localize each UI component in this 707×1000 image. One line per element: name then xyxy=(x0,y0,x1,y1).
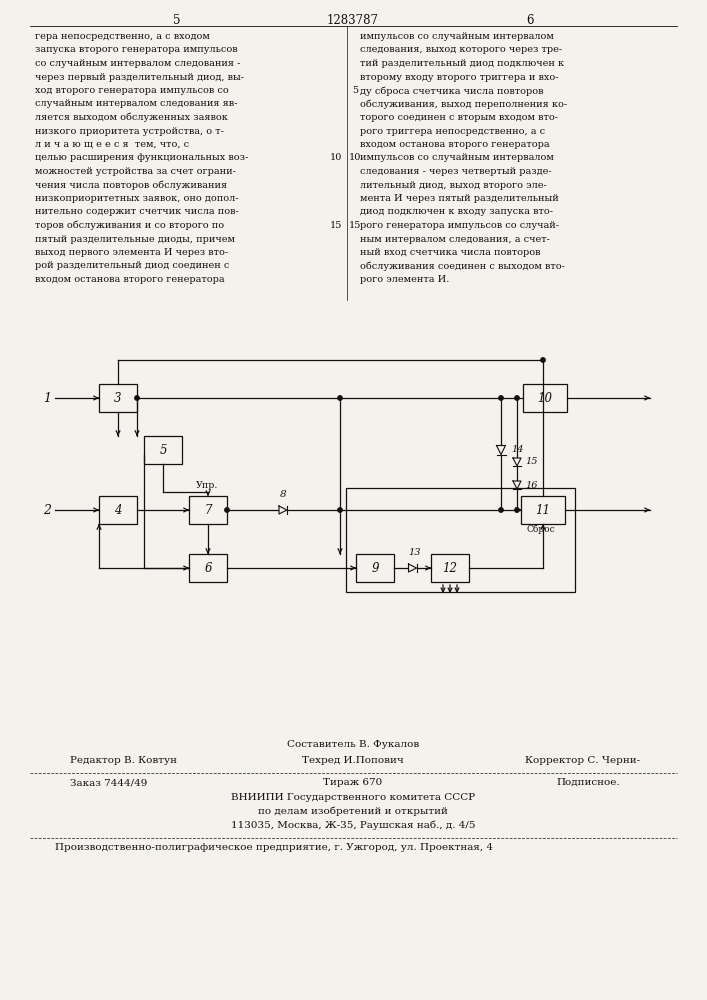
Text: 3: 3 xyxy=(115,391,122,404)
Bar xyxy=(521,496,565,524)
Circle shape xyxy=(515,508,519,512)
Text: 6: 6 xyxy=(204,562,212,574)
Circle shape xyxy=(515,396,519,400)
Text: торов обслуживания и со второго по: торов обслуживания и со второго по xyxy=(35,221,224,231)
Bar xyxy=(356,554,394,582)
Text: 10: 10 xyxy=(329,153,342,162)
Text: 15: 15 xyxy=(349,221,361,230)
Text: 4: 4 xyxy=(115,504,122,516)
Text: через первый разделительный диод, вы-: через первый разделительный диод, вы- xyxy=(35,73,244,82)
Text: 12: 12 xyxy=(443,562,457,574)
Text: пятый разделительные диоды, причем: пятый разделительные диоды, причем xyxy=(35,234,235,243)
Text: со случайным интервалом следования -: со случайным интервалом следования - xyxy=(35,59,240,68)
Bar xyxy=(189,496,227,524)
Text: тий разделительный диод подключен к: тий разделительный диод подключен к xyxy=(360,59,564,68)
Text: Корректор С. Черни-: Корректор С. Черни- xyxy=(525,756,640,765)
Circle shape xyxy=(499,396,503,400)
Text: 14: 14 xyxy=(511,446,523,454)
Text: Составитель В. Фукалов: Составитель В. Фукалов xyxy=(287,740,419,749)
Text: ным интервалом следования, а счет-: ным интервалом следования, а счет- xyxy=(360,234,550,243)
Text: 6: 6 xyxy=(526,14,534,27)
Circle shape xyxy=(541,358,545,362)
Text: импульсов со случайным интервалом: импульсов со случайным интервалом xyxy=(360,153,554,162)
Bar xyxy=(144,436,182,464)
Text: Подписное.: Подписное. xyxy=(556,778,620,787)
Text: диод подключен к входу запуска вто-: диод подключен к входу запуска вто- xyxy=(360,208,553,217)
Text: низкого приоритета устройства, о т-: низкого приоритета устройства, о т- xyxy=(35,126,224,135)
Text: нительно содержит счетчик числа пов-: нительно содержит счетчик числа пов- xyxy=(35,208,239,217)
Text: 16: 16 xyxy=(525,481,537,489)
Circle shape xyxy=(499,508,503,512)
Text: запуска второго генератора импульсов: запуска второго генератора импульсов xyxy=(35,45,238,54)
Text: ный вход счетчика числа повторов: ный вход счетчика числа повторов xyxy=(360,248,540,257)
Text: целью расширения функциональных воз-: целью расширения функциональных воз- xyxy=(35,153,248,162)
Text: Производственно-полиграфическое предприятие, г. Ужгород, ул. Проектная, 4: Производственно-полиграфическое предприя… xyxy=(55,843,493,852)
Text: Техред И.Попович: Техред И.Попович xyxy=(302,756,404,765)
Text: лительный диод, выход второго эле-: лительный диод, выход второго эле- xyxy=(360,180,547,190)
Text: можностей устройства за счет ограни-: можностей устройства за счет ограни- xyxy=(35,167,236,176)
Bar xyxy=(523,384,567,412)
Text: 7: 7 xyxy=(204,504,212,516)
Text: рого элемента И.: рого элемента И. xyxy=(360,275,450,284)
Text: следования, выход которого через тре-: следования, выход которого через тре- xyxy=(360,45,562,54)
Text: 113035, Москва, Ж-35, Раушская наб., д. 4/5: 113035, Москва, Ж-35, Раушская наб., д. … xyxy=(230,821,475,830)
Text: 8: 8 xyxy=(280,490,286,499)
Text: рого генератора импульсов со случай-: рого генератора импульсов со случай- xyxy=(360,221,559,230)
Text: 9: 9 xyxy=(371,562,379,574)
Text: рого триггера непосредственно, а с: рого триггера непосредственно, а с xyxy=(360,126,545,135)
Text: торого соединен с вторым входом вто-: торого соединен с вторым входом вто- xyxy=(360,113,558,122)
Text: следования - через четвертый разде-: следования - через четвертый разде- xyxy=(360,167,551,176)
Text: 1283787: 1283787 xyxy=(327,14,379,27)
Text: Упр.: Упр. xyxy=(196,481,218,490)
Text: 5: 5 xyxy=(173,14,181,27)
Text: 15: 15 xyxy=(525,458,537,466)
Text: ВНИИПИ Государственного комитета СССР: ВНИИПИ Государственного комитета СССР xyxy=(231,793,475,802)
Text: 10: 10 xyxy=(537,391,552,404)
Text: по делам изобретений и открытий: по делам изобретений и открытий xyxy=(258,807,448,816)
Bar xyxy=(99,384,137,412)
Text: ход второго генератора импульсов со: ход второго генератора импульсов со xyxy=(35,86,229,95)
Text: чения числа повторов обслуживания: чения числа повторов обслуживания xyxy=(35,180,227,190)
Text: 1: 1 xyxy=(43,391,51,404)
Circle shape xyxy=(135,396,139,400)
Circle shape xyxy=(225,508,229,512)
Bar xyxy=(99,496,137,524)
Text: 13: 13 xyxy=(408,548,421,557)
Circle shape xyxy=(338,396,342,400)
Text: 15: 15 xyxy=(329,221,342,230)
Bar xyxy=(431,554,469,582)
Text: второму входу второго триггера и вхо-: второму входу второго триггера и вхо- xyxy=(360,73,559,82)
Text: низкоприоритетных заявок, оно допол-: низкоприоритетных заявок, оно допол- xyxy=(35,194,238,203)
Text: ду сброса счетчика числа повторов: ду сброса счетчика числа повторов xyxy=(360,86,544,96)
Text: Заказ 7444/49: Заказ 7444/49 xyxy=(70,778,147,787)
Text: мента И через пятый разделительный: мента И через пятый разделительный xyxy=(360,194,559,203)
Text: 2: 2 xyxy=(43,504,51,516)
Text: 5: 5 xyxy=(159,444,167,456)
Text: 10: 10 xyxy=(349,153,361,162)
Text: 5: 5 xyxy=(352,86,358,95)
Text: Редактор В. Ковтун: Редактор В. Ковтун xyxy=(70,756,177,765)
Text: импульсов со случайным интервалом: импульсов со случайным интервалом xyxy=(360,32,554,41)
Text: входом останова второго генератора: входом останова второго генератора xyxy=(35,275,225,284)
Bar xyxy=(346,488,575,592)
Text: случайным интервалом следования яв-: случайным интервалом следования яв- xyxy=(35,100,238,108)
Text: выход первого элемента И через вто-: выход первого элемента И через вто- xyxy=(35,248,228,257)
Text: ляется выходом обслуженных заявок: ляется выходом обслуженных заявок xyxy=(35,113,228,122)
Text: л и ч а ю щ е е с я  тем, что, с: л и ч а ю щ е е с я тем, что, с xyxy=(35,140,189,149)
Text: 11: 11 xyxy=(535,504,551,516)
Text: входом останова второго генератора: входом останова второго генератора xyxy=(360,140,549,149)
Text: Сброс: Сброс xyxy=(527,525,556,534)
Text: обслуживания, выход переполнения ко-: обслуживания, выход переполнения ко- xyxy=(360,100,567,109)
Bar xyxy=(189,554,227,582)
Text: рой разделительный диод соединен с: рой разделительный диод соединен с xyxy=(35,261,229,270)
Text: гера непосредственно, а с входом: гера непосредственно, а с входом xyxy=(35,32,210,41)
Circle shape xyxy=(338,508,342,512)
Text: Тираж 670: Тираж 670 xyxy=(323,778,382,787)
Text: обслуживания соединен с выходом вто-: обслуживания соединен с выходом вто- xyxy=(360,261,565,271)
